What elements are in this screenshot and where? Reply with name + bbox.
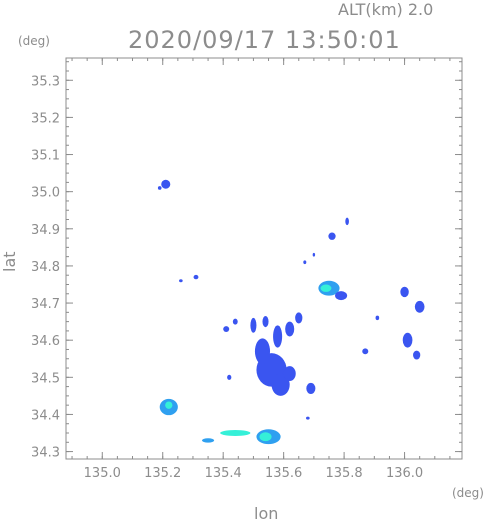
y-tick-label: 34.4 — [31, 408, 60, 423]
y-tick-label: 34.5 — [31, 371, 60, 386]
y-axis-unit: (deg) — [18, 34, 50, 48]
echo-cells — [157, 179, 425, 445]
echo-point — [328, 232, 336, 240]
echo-point — [414, 300, 425, 313]
echo-point — [413, 350, 421, 360]
x-tick-label: 135.0 — [84, 466, 121, 481]
axis-tick-labels: 135.0 135.2 135.4 135.6 135.8 136.0 34.3 34.4 34… — [31, 74, 423, 481]
echo-point — [375, 315, 380, 321]
echo-point — [232, 318, 238, 325]
altitude-label: ALT(km) 2.0 — [338, 0, 434, 19]
y-tick-label: 34.8 — [31, 260, 60, 275]
echo-point — [306, 382, 316, 395]
x-axis-label: lon — [254, 504, 279, 523]
echo-point — [262, 316, 269, 328]
x-axis-unit: (deg) — [452, 486, 484, 500]
echo-point — [250, 317, 257, 333]
axis-ticks — [66, 58, 462, 459]
y-tick-label: 34.7 — [31, 297, 60, 312]
echo-point — [227, 374, 232, 380]
echo-point — [220, 430, 251, 436]
y-tick-label: 34.3 — [31, 446, 60, 461]
echo-point — [283, 366, 296, 382]
echo-point — [254, 338, 271, 365]
y-tick-label: 35.0 — [31, 186, 60, 201]
y-tick-label: 35.2 — [31, 111, 60, 126]
echo-point — [402, 332, 413, 348]
echo-point — [312, 252, 316, 257]
echo-point — [202, 438, 215, 443]
echo-point — [157, 186, 162, 190]
echo-point — [273, 325, 283, 348]
echo-point — [259, 432, 272, 442]
y-tick-label: 35.3 — [31, 74, 60, 89]
x-tick-label: 135.4 — [205, 466, 242, 481]
x-tick-label: 135.8 — [325, 466, 362, 481]
timestamp-title: 2020/09/17 13:50:01 — [128, 26, 401, 54]
echo-point — [271, 373, 290, 396]
echo-point — [400, 286, 409, 298]
y-tick-label: 34.6 — [31, 334, 60, 349]
echo-point — [335, 291, 348, 301]
echo-point — [223, 326, 230, 333]
y-tick-label: 34.9 — [31, 223, 60, 238]
echo-point — [362, 348, 369, 355]
echo-point — [320, 284, 332, 292]
echo-point — [285, 321, 295, 337]
echo-point — [306, 416, 310, 420]
echo-point — [193, 274, 199, 280]
x-tick-label: 135.6 — [265, 466, 302, 481]
y-tick-label: 35.1 — [31, 149, 60, 164]
x-tick-label: 135.2 — [144, 466, 181, 481]
echo-point — [165, 401, 173, 409]
echo-point — [303, 260, 307, 265]
echo-point — [345, 217, 349, 226]
x-tick-label: 136.0 — [386, 466, 423, 481]
echo-point — [179, 279, 183, 283]
plot-frame — [65, 57, 463, 460]
echo-point — [295, 312, 303, 324]
echo-point — [161, 179, 171, 189]
